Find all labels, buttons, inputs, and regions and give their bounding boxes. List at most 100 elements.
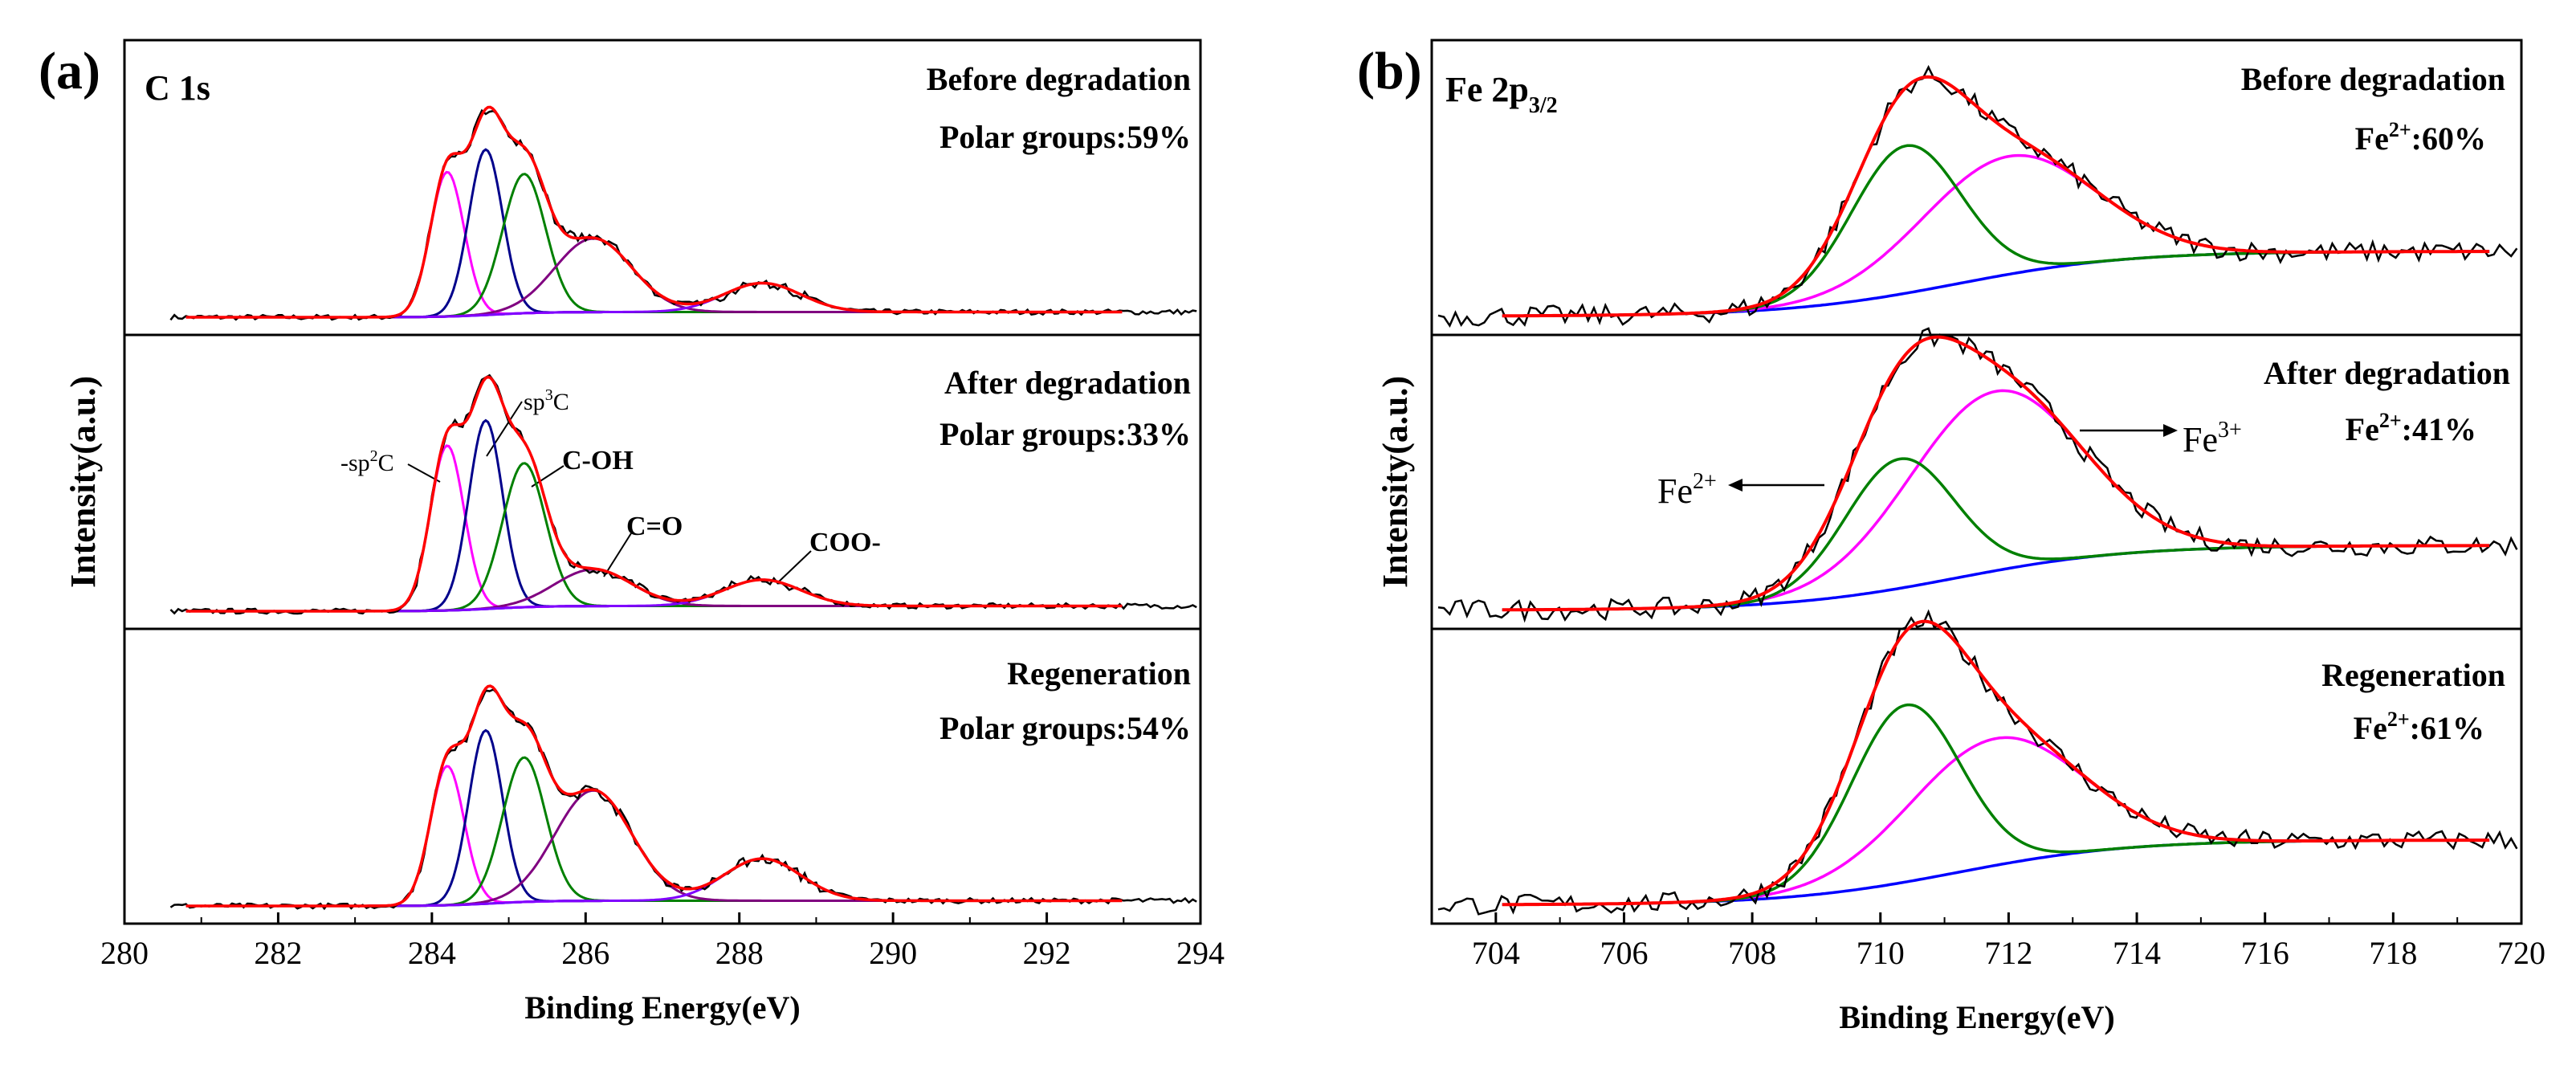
- panel-a-tick-label-290: 290: [869, 935, 917, 971]
- panel-a-annotations: -sp2C sp3C C-OH C=O COO-: [340, 386, 881, 584]
- panel-b-sub2-envelope: [1502, 335, 2490, 612]
- panel-b-sub2-title: After degradation: [2264, 355, 2510, 391]
- panel-b-sub3-baseline: [1502, 838, 2490, 907]
- panel-b-tick-label-710: 710: [1857, 935, 1905, 971]
- annotation-fe3: Fe3+: [2183, 418, 2242, 459]
- panel-b-sub2-baseline: [1502, 544, 2490, 612]
- panel-b-sub3-ratio-prefix: Fe: [2354, 710, 2387, 746]
- annotation-coh: C-OH: [562, 446, 634, 475]
- annotation-co: C=O: [626, 512, 683, 541]
- panel-b-sub2-ratio: Fe2+:41%: [2346, 409, 2476, 447]
- panel-b-tick-label-712: 712: [1984, 935, 2032, 971]
- annotation-fe2: Fe2+: [1657, 469, 1717, 511]
- panel-a: (a) C 1s Before degradation Polar groups…: [39, 39, 1225, 1026]
- panel-a-sub1-title: Before degradation: [927, 61, 1191, 97]
- panel-b-xlabel: Binding Energy(eV): [1839, 999, 2114, 1035]
- panel-b-sub3-ratio-value: :61%: [2410, 710, 2484, 746]
- annotation-co-leader: [603, 532, 632, 577]
- panel-b-tick-label-720: 720: [2497, 935, 2545, 971]
- panel-b-sub2-peak-fe2: [1502, 457, 2490, 612]
- panel-a-tick-label-292: 292: [1023, 935, 1071, 971]
- panel-a-sub2-title: After degradation: [944, 365, 1191, 401]
- panel-b-annotations: Fe3+ Fe2+: [1657, 418, 2242, 511]
- panel-b-sub2-ratio-value: :41%: [2402, 411, 2476, 447]
- panel-a-sub2-envelope: [185, 375, 1123, 613]
- panel-a-xaxis: 280 282 284 286 288 290 292 294: [100, 912, 1225, 971]
- annotation-fe2-sup: 2+: [1693, 469, 1717, 494]
- panel-b-sub3-raw-data: [1437, 609, 2518, 916]
- panel-b-sub3-peak-fe2: [1502, 703, 2490, 907]
- panel-b-sub2-peak-fe3: [1502, 389, 2490, 612]
- panel-b-spectrum-main: Fe 2p: [1445, 70, 1529, 109]
- panel-a-sub3-peak-c_sp3: [185, 728, 1123, 908]
- panel-a-sub3-title: Regeneration: [1007, 655, 1191, 692]
- panel-b-sub1-envelope: [1502, 75, 2490, 318]
- annotation-sp2c-tail: C: [378, 450, 394, 476]
- annotation-sp3c-tail: C: [553, 389, 569, 415]
- panel-a-ylabel: Intensity(a.u.): [63, 376, 103, 588]
- panel-a-sub1-envelope: [185, 105, 1123, 319]
- panel-b-sub3-ratio-sup: 2+: [2387, 708, 2410, 731]
- panel-b-sub1-ratio-prefix: Fe: [2355, 120, 2389, 157]
- panel-a-sub1-peak-c_o: [185, 237, 1123, 319]
- panel-a-sub2-polar: Polar groups:33%: [940, 416, 1191, 452]
- panel-a-spectrum: C 1s: [145, 68, 210, 108]
- panel-a-sub1-polar: Polar groups:59%: [940, 119, 1191, 155]
- panel-b-spectrum: Fe 2p3/2: [1445, 70, 1558, 118]
- annotation-sp3c-sup: 3: [545, 386, 553, 404]
- panel-b-frame: [1430, 39, 2523, 925]
- panel-b: (b) Fe 2p3/2 Before degradation Fe2+:60%…: [1357, 39, 2545, 1035]
- panel-b-tick-label-718: 718: [2369, 935, 2417, 971]
- panel-a-tick-label-284: 284: [408, 935, 456, 971]
- panel-b-tick-label-708: 708: [1728, 935, 1776, 971]
- panel-a-sub3-peak-coo: [185, 857, 1123, 908]
- panel-a-tick-label-286: 286: [561, 935, 609, 971]
- panel-a-tick-label-282: 282: [254, 935, 302, 971]
- panel-b-sub1-ratio-value: :60%: [2411, 120, 2486, 157]
- panel-b-label: (b): [1357, 42, 1422, 100]
- panel-b-xaxis: 704 706 708 710 712 714 716 718 720: [1472, 912, 2545, 971]
- annotation-fe3-base: Fe: [2183, 420, 2218, 459]
- panel-b-curves: [1437, 64, 2518, 916]
- panel-a-sub3-peak-c_oh: [185, 756, 1123, 908]
- panel-b-ylabel: Intensity(a.u.): [1376, 376, 1415, 588]
- panel-a-curves: [169, 105, 1197, 911]
- panel-a-tick-label-288: 288: [715, 935, 764, 971]
- panel-a-sub3-peak-c_o: [185, 789, 1123, 908]
- panel-a-xlabel: Binding Energy(eV): [524, 989, 800, 1026]
- panel-b-tick-label-714: 714: [2113, 935, 2161, 971]
- panel-b-sub2-ratio-sup: 2+: [2379, 409, 2402, 432]
- panel-b-spectrum-sub: 3/2: [1529, 93, 1558, 118]
- panel-b-sub3-envelope: [1502, 619, 2490, 907]
- panel-a-label: (a): [39, 42, 100, 100]
- panel-a-tick-label-280: 280: [100, 935, 149, 971]
- panel-a-sub2-raw-data: [169, 373, 1197, 615]
- panel-a-sub3-polar: Polar groups:54%: [940, 710, 1191, 746]
- annotation-fe3-arrowhead: [2163, 424, 2178, 437]
- panel-a-sub3-envelope: [185, 684, 1123, 908]
- panel-b-tick-label-706: 706: [1600, 935, 1648, 971]
- panel-b-sub1-title: Before degradation: [2241, 61, 2505, 97]
- panel-b-tick-label-716: 716: [2241, 935, 2289, 971]
- annotation-coo-leader: [776, 550, 812, 584]
- annotation-coo: COO-: [809, 528, 881, 557]
- annotation-sp3c-leader: [486, 401, 523, 457]
- panel-a-tick-label-294: 294: [1176, 935, 1225, 971]
- panel-b-sub2-ratio-prefix: Fe: [2346, 411, 2379, 447]
- panel-a-sub3-peak-c_sp2: [185, 765, 1123, 908]
- panel-b-sub1-ratio-sup: 2+: [2389, 118, 2411, 141]
- annotation-fe3-sup: 3+: [2218, 418, 2242, 443]
- panel-b-sub3-title: Regeneration: [2321, 657, 2505, 693]
- annotation-sp3c: sp3C: [524, 386, 569, 415]
- annotation-fe2-base: Fe: [1657, 471, 1693, 511]
- panel-b-sub1-baseline: [1502, 250, 2490, 318]
- panel-b-sub1-ratio: Fe2+:60%: [2355, 118, 2486, 157]
- annotation-sp2c-sup: 2: [370, 447, 378, 465]
- annotation-fe2-arrowhead: [1728, 479, 1742, 492]
- panel-b-tick-label-704: 704: [1472, 935, 1520, 971]
- panel-b-sub1-peak-fe2: [1502, 144, 2490, 318]
- panel-b-sub1-peak-fe3: [1502, 153, 2490, 318]
- panel-b-sub3-ratio: Fe2+:61%: [2354, 708, 2484, 746]
- panel-a-frame: [123, 39, 1202, 925]
